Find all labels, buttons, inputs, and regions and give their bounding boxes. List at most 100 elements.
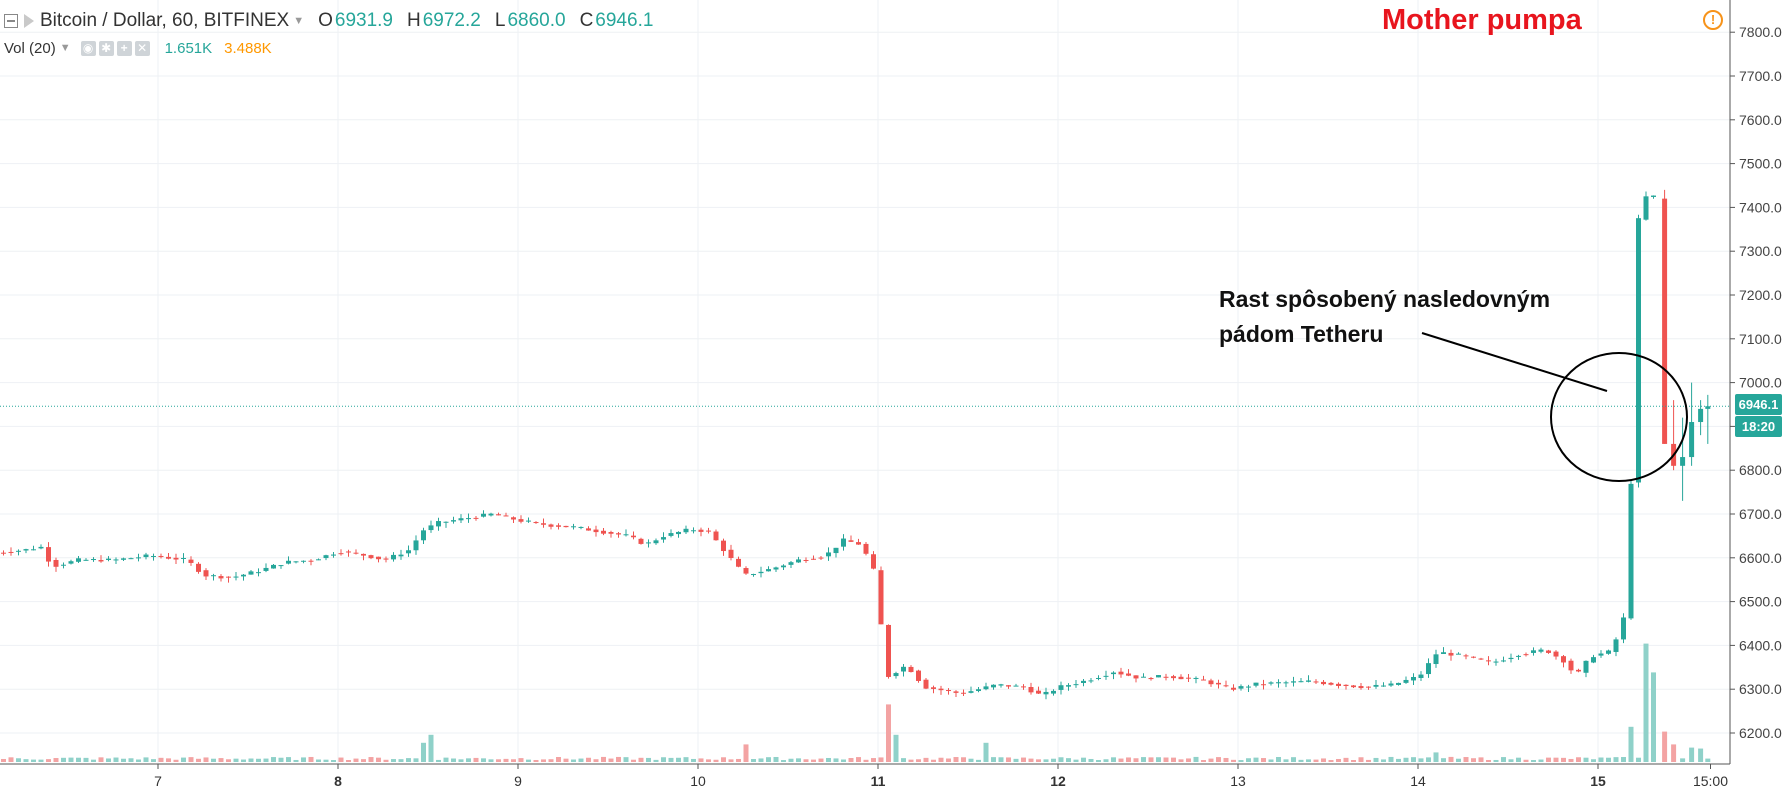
candle-body [233,576,239,578]
volume-bar [1186,758,1191,762]
high-value: 6972.2 [422,10,481,31]
candle-body [31,549,36,551]
candle-body [368,555,374,559]
price-tick-label: 7600.0 [1739,112,1782,128]
candle-body [1253,682,1259,686]
volume-bar [961,757,966,762]
volume-bar [1261,758,1266,762]
candle-body [241,574,246,577]
volume-bar [1133,758,1139,762]
candle-body [893,673,899,677]
volume-bar [586,757,591,762]
candle-body [803,559,809,561]
volume-bar [1111,757,1116,762]
volume-bar [76,757,81,762]
candle-body [841,538,846,547]
gear-icon[interactable]: ✱ [98,40,114,56]
volume-bar [1591,759,1596,762]
candle-body [518,519,524,522]
volume-bar [1613,757,1619,762]
eye-icon[interactable]: ◉ [80,40,96,56]
candle-body [293,561,299,563]
annotation-line-1: Rast spôsobený nasledovným [1219,286,1551,312]
volume-bar [1163,757,1169,762]
candle-body [1156,675,1161,678]
chevron-down-icon[interactable]: ▼ [293,15,305,27]
volume-bar [53,758,59,762]
volume-bar [496,759,501,762]
volume-bar [901,758,906,762]
volume-bar [1463,757,1469,762]
candle-body [1238,686,1244,689]
volume-bar [826,757,831,762]
volume-bar [811,759,816,762]
candle-body [931,687,936,689]
price-tick-label: 6400.0 [1739,637,1782,653]
volume-bar [1651,672,1656,762]
candle-body [323,555,329,559]
volume-bar [68,757,74,762]
candle-body [1463,655,1469,657]
volume-bar [1268,759,1274,762]
candle-body [1523,654,1529,656]
candle-body [278,565,284,567]
candle-body [38,546,44,549]
volume-bar [1628,726,1634,762]
candle-body [886,624,891,677]
volume-bar [1583,757,1589,762]
volume-bar [856,757,861,762]
candle-body [578,526,584,528]
volume-bar [1373,757,1379,762]
candle-body [1126,673,1131,676]
candle-body [1313,681,1319,683]
volume-bar [601,756,606,762]
volume-bar [466,758,471,762]
candle-body [1276,682,1281,684]
candle-body [1201,679,1206,681]
volume-bar [1238,760,1244,762]
price-tick-label: 7100.0 [1739,331,1782,347]
candle-body [1606,650,1611,654]
volume-bar [421,742,426,762]
volume-bar [361,759,366,762]
volume-bar [916,759,921,762]
candle-body [586,528,591,531]
volume-bar [98,757,104,762]
candle-body [683,528,689,533]
volume-bar [923,757,929,762]
plus-icon[interactable]: + [116,40,132,56]
symbol-title[interactable]: Bitcoin / Dollar, 60, BITFINEX [40,10,290,31]
volume-bar [653,759,659,762]
collapse-icon[interactable] [4,14,18,28]
candle-body [878,570,884,625]
candle-body [406,550,411,554]
volume-bar [1336,758,1341,762]
candle-body [1036,690,1041,694]
candle-body [428,525,434,531]
volume-bar [1043,759,1049,762]
candle-body [8,551,14,553]
warning-icon[interactable]: ! [1703,10,1723,30]
close-icon[interactable]: ✕ [134,40,150,56]
candle-body [68,561,74,564]
volume-bar [1671,744,1677,762]
candle-body [91,559,96,561]
candle-body [736,558,741,567]
volume-bar [1081,757,1086,762]
close-label: C [579,10,594,31]
flag-icon[interactable] [24,14,34,28]
volume-bar [1328,760,1334,762]
candle-body [458,518,464,521]
volume-bar [196,758,201,762]
candle-body [1448,652,1454,656]
volume-label[interactable]: Vol (20) [4,39,56,57]
low-label: L [494,10,506,31]
volume-bar [278,757,284,762]
price-tick-label: 7500.0 [1739,156,1782,172]
volume-bar [151,759,156,762]
candle-body [53,559,59,567]
volume-bar [38,759,44,762]
volume-chevron-down-icon[interactable]: ▼ [59,42,71,54]
candle-body [1186,677,1191,679]
